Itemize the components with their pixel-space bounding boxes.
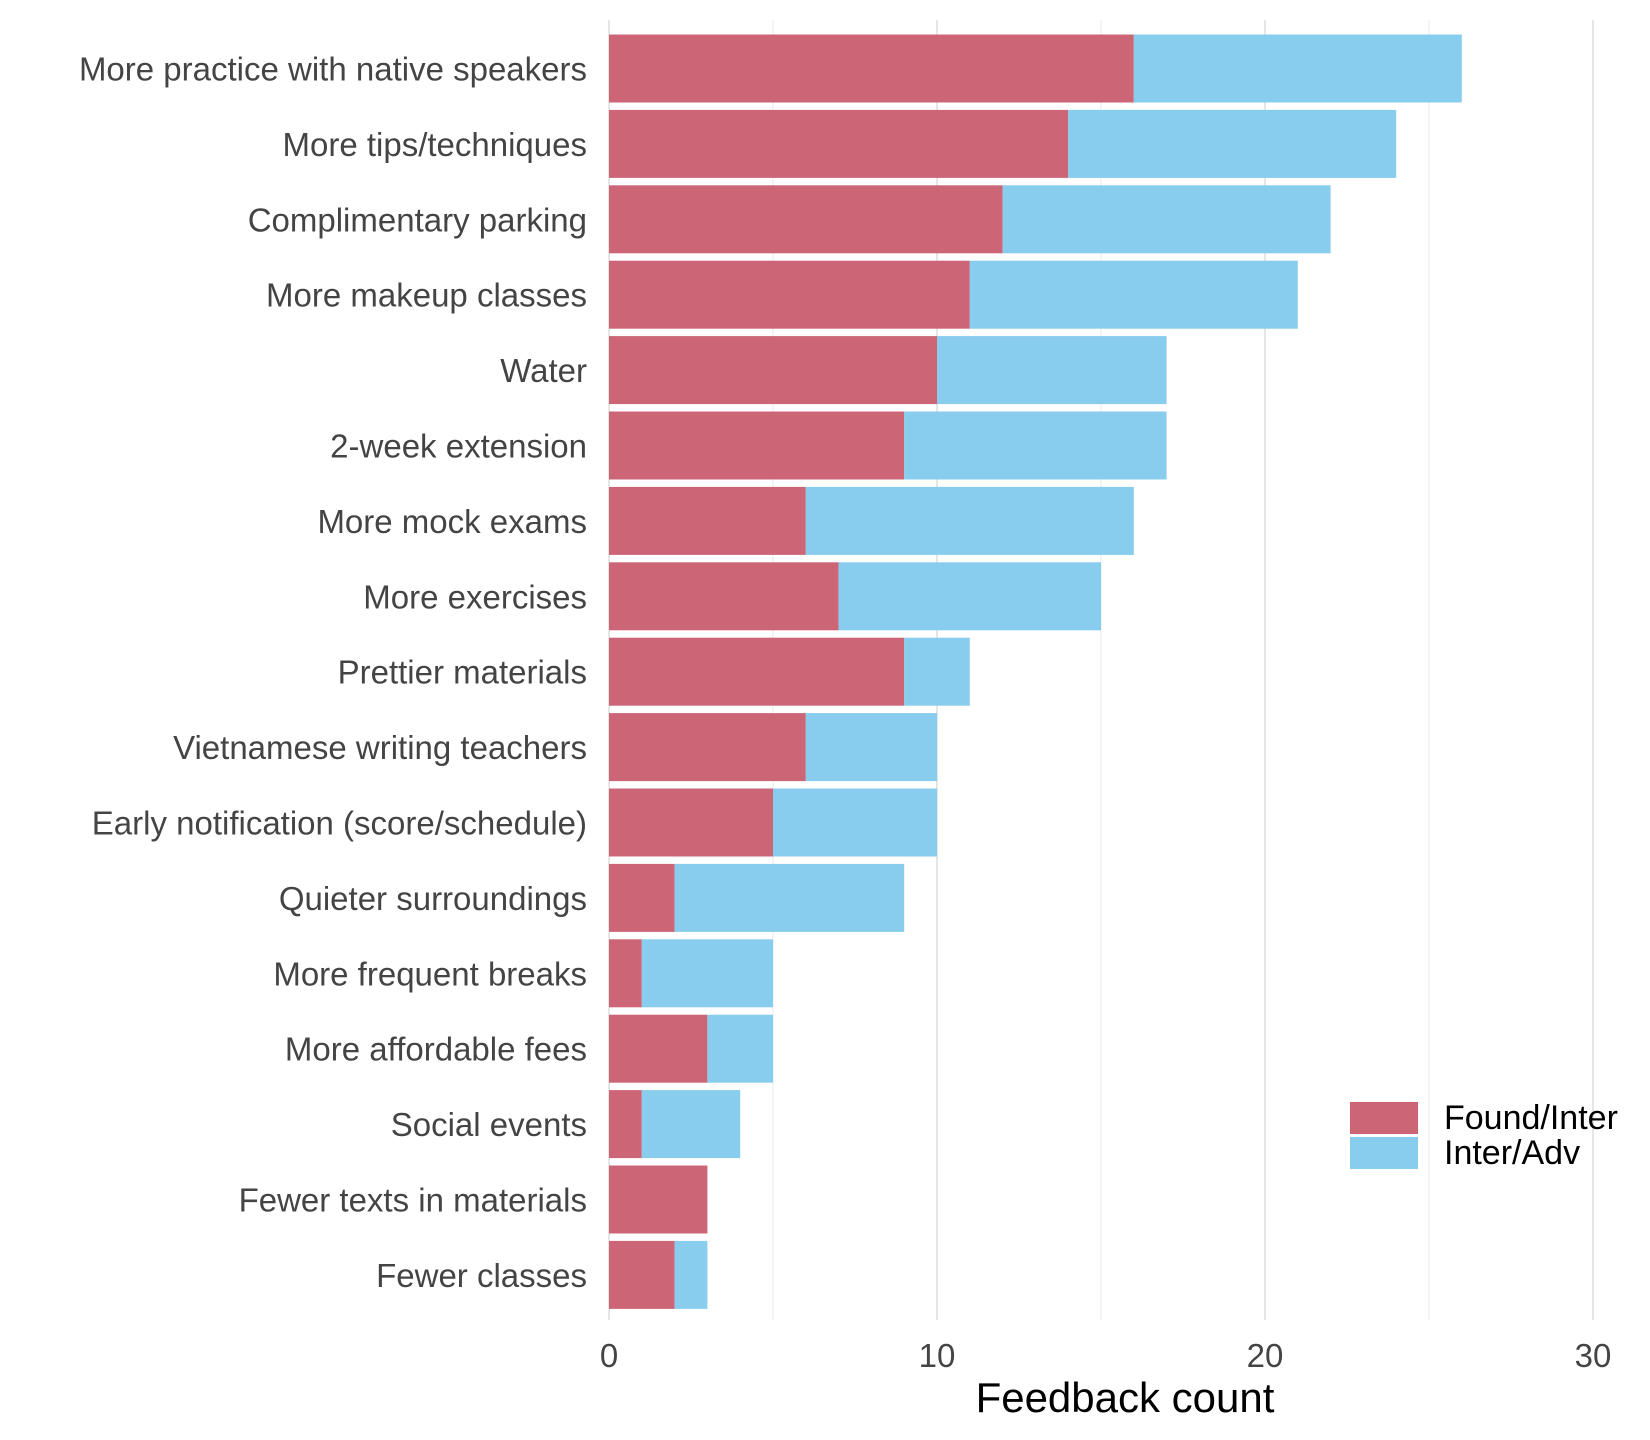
x-tick-labels: 0 10 20 30: [600, 1337, 1612, 1374]
bar-segment-found-inter: [609, 1165, 708, 1234]
bar-segment-inter-adv: [674, 1240, 708, 1309]
bar-segment-inter-adv: [674, 863, 905, 932]
x-tick-label: 10: [919, 1337, 956, 1374]
bar-segment-inter-adv: [805, 486, 1134, 555]
category-label: Water: [500, 352, 587, 389]
bar-segment-found-inter: [609, 637, 905, 706]
bar-segment-found-inter: [609, 788, 773, 857]
category-labels: More practice with native speakers More t…: [79, 51, 587, 1294]
category-label: More affordable fees: [285, 1031, 587, 1068]
bar-segment-found-inter: [609, 185, 1003, 254]
legend-label: Inter/Adv: [1444, 1134, 1580, 1172]
legend-label: Found/Inter: [1444, 1099, 1618, 1137]
bar-segment-found-inter: [609, 1090, 642, 1159]
category-label: Fewer classes: [376, 1257, 587, 1294]
legend-swatch: [1350, 1137, 1418, 1169]
bar-segment-inter-adv: [641, 1090, 741, 1159]
bars: [609, 34, 1462, 1309]
bar-segment-inter-adv: [707, 1014, 773, 1083]
category-label: More practice with native speakers: [79, 51, 587, 88]
bar-segment-inter-adv: [969, 260, 1298, 329]
category-label: Vietnamese writing teachers: [173, 729, 587, 766]
category-label: More exercises: [363, 578, 587, 615]
x-axis-title: Feedback count: [976, 1374, 1275, 1421]
category-label: More tips/techniques: [283, 126, 588, 163]
x-tick-label: 0: [600, 1337, 618, 1374]
bar-segment-found-inter: [609, 1240, 675, 1309]
bar-segment-found-inter: [609, 713, 806, 782]
category-label: Complimentary parking: [248, 201, 587, 238]
bar-segment-found-inter: [609, 486, 806, 555]
bar-segment-inter-adv: [937, 336, 1167, 405]
category-label: Prettier materials: [338, 654, 587, 691]
x-tick-label: 30: [1575, 1337, 1612, 1374]
bar-segment-found-inter: [609, 1014, 708, 1083]
bar-segment-found-inter: [609, 109, 1069, 178]
category-label: More frequent breaks: [273, 955, 587, 992]
bar-segment-found-inter: [609, 863, 675, 932]
bar-segment-inter-adv: [805, 713, 937, 782]
category-label: Fewer texts in materials: [239, 1182, 587, 1219]
category-label: Quieter surroundings: [279, 880, 587, 917]
bar-segment-inter-adv: [1068, 109, 1397, 178]
bar-segment-found-inter: [609, 939, 642, 1008]
category-label: 2-week extension: [330, 428, 587, 465]
bar-segment-inter-adv: [773, 788, 937, 857]
x-tick-label: 20: [1247, 1337, 1284, 1374]
bar-segment-inter-adv: [838, 562, 1101, 631]
legend-swatch: [1350, 1102, 1418, 1134]
bar-segment-found-inter: [609, 260, 970, 329]
category-label: More mock exams: [317, 503, 587, 540]
bar-segment-inter-adv: [1133, 34, 1462, 103]
category-label: Early notification (score/schedule): [92, 805, 587, 842]
bar-segment-inter-adv: [904, 637, 970, 706]
category-label: More makeup classes: [266, 277, 587, 314]
bar-segment-inter-adv: [904, 411, 1167, 480]
bar-segment-found-inter: [609, 34, 1134, 103]
bar-segment-inter-adv: [641, 939, 773, 1008]
bar-segment-inter-adv: [1002, 185, 1331, 254]
category-label: Social events: [391, 1106, 587, 1143]
bar-segment-found-inter: [609, 336, 937, 405]
bar-segment-found-inter: [609, 562, 839, 631]
bar-segment-found-inter: [609, 411, 905, 480]
